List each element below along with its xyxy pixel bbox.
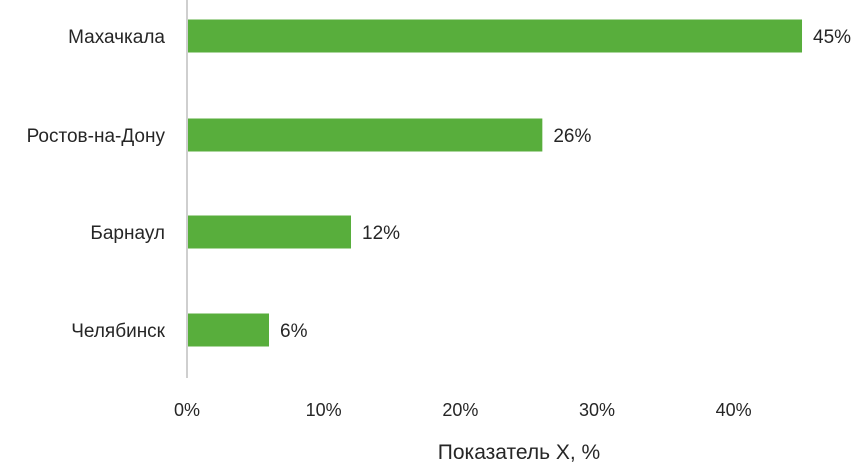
category-label: Махачкала bbox=[68, 27, 165, 48]
x-tick-label: 0% bbox=[174, 400, 200, 420]
category-labels-group: Махачкала Ростов-на-Дону Барнаул Челябинск bbox=[27, 27, 166, 342]
bar bbox=[188, 215, 352, 249]
x-tick-label: 30% bbox=[579, 400, 615, 420]
bar bbox=[188, 118, 543, 152]
data-label: 26% bbox=[553, 126, 591, 147]
bar bbox=[188, 313, 270, 347]
x-tick-label: 10% bbox=[306, 400, 342, 420]
bars-group bbox=[188, 19, 803, 347]
x-axis-title: Показатель Х, % bbox=[438, 441, 600, 464]
category-label: Ростов-на-Дону bbox=[27, 126, 166, 147]
x-tick-labels-group: 0% 10% 20% 30% 40% bbox=[174, 400, 752, 420]
value-labels-group: 45% 26% 12% 6% bbox=[280, 27, 851, 342]
bar bbox=[188, 19, 803, 53]
category-label: Челябинск bbox=[71, 321, 165, 342]
category-label: Барнаул bbox=[90, 223, 165, 244]
x-tick-label: 20% bbox=[442, 400, 478, 420]
x-tick-label: 40% bbox=[716, 400, 752, 420]
data-label: 6% bbox=[280, 321, 308, 342]
data-label: 12% bbox=[362, 223, 400, 244]
data-label: 45% bbox=[813, 27, 851, 48]
